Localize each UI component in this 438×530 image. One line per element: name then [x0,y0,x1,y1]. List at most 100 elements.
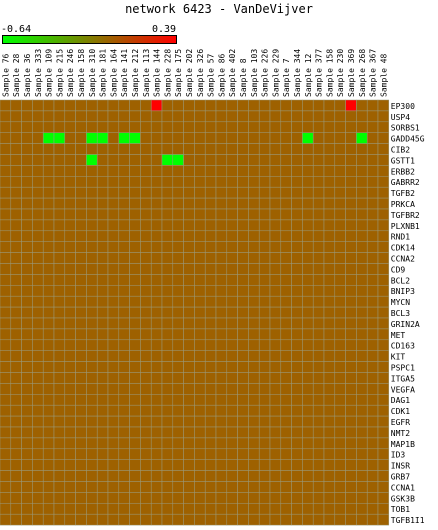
heatmap-cell [377,350,390,362]
heatmap-cell [183,208,195,221]
heatmap-cell [75,219,87,232]
heatmap-cell [323,470,336,482]
heatmap-cell [21,110,33,123]
heatmap-cell [172,372,184,384]
heatmap-cell [302,121,314,133]
heatmap-cell [237,437,249,450]
heatmap-cell [237,328,249,341]
heatmap-cell [312,448,325,460]
heatmap-cell [118,230,130,242]
row-label: MAP1B [391,440,415,449]
heatmap-cell [107,219,120,232]
heatmap-cell [215,372,228,384]
heatmap-cell [96,459,109,471]
heatmap-cell [10,263,22,275]
heatmap-cell [280,415,292,428]
heatmap-cell [377,295,390,308]
row-label: NMT2 [391,429,410,438]
heatmap-cell [183,394,195,406]
heatmap-cell [129,143,141,155]
heatmap-cell [86,186,98,199]
heatmap-cell [161,470,174,482]
heatmap-cell [10,186,22,199]
heatmap-cell [345,197,357,210]
heatmap-cell [75,208,87,221]
heatmap-cell [366,513,379,526]
column-label: Sample 57 [207,53,216,97]
heatmap-cell [366,263,379,275]
heatmap-cell [312,328,325,341]
heatmap-cell [118,328,130,341]
heatmap-cell [129,404,141,417]
heatmap-cell [150,350,163,362]
heatmap-cell [323,99,336,112]
heatmap-cell [204,241,217,253]
heatmap-cell [377,110,390,123]
heatmap-cell [248,481,260,493]
heatmap-cell [107,285,120,297]
row-label: CDK14 [391,244,415,253]
heatmap-cell [312,219,325,232]
heatmap-cell [194,99,206,112]
column-label: Sample 344 [293,49,302,97]
heatmap-cell [194,317,206,330]
heatmap-cell [269,306,282,319]
heatmap-cell [53,372,66,384]
heatmap-cell [64,219,76,232]
heatmap-cell [64,394,76,406]
heatmap-cell [302,503,314,515]
heatmap-cell [323,295,336,308]
heatmap-cell [215,263,228,275]
heatmap-cell [64,361,76,373]
heatmap-cell [64,459,76,471]
heatmap-cell [86,503,98,515]
heatmap-cell [269,492,282,504]
heatmap-cell [194,110,206,123]
heatmap-cell [0,110,12,123]
heatmap-cell [21,404,33,417]
heatmap-cell [345,241,357,253]
heatmap-cell [150,121,163,133]
heatmap-cell [64,448,76,460]
heatmap-cell [356,186,368,199]
column-label: Sample 7 [282,58,291,97]
heatmap-cell [258,274,271,286]
heatmap-cell [302,99,314,112]
heatmap-cell [75,176,87,188]
heatmap-cell [226,448,238,460]
heatmap-cell [96,241,109,253]
heatmap-cell [64,274,76,286]
heatmap-cell [356,241,368,253]
heatmap-cell [345,372,357,384]
heatmap-cell [64,295,76,308]
heatmap-cell [302,361,314,373]
heatmap-cell [258,176,271,188]
heatmap-cell [32,492,44,504]
heatmap-cell [42,295,55,308]
heatmap-cell [118,470,130,482]
heatmap-cell [86,383,98,395]
heatmap-cell [129,274,141,286]
heatmap-cell [248,339,260,351]
heatmap-cell [345,317,357,330]
heatmap-cell [0,481,12,493]
heatmap-cell [10,372,22,384]
heatmap-cell [345,415,357,428]
heatmap-cell [366,404,379,417]
heatmap-cell [0,339,12,351]
heatmap-cell [183,197,195,210]
heatmap-cell [248,143,260,155]
heatmap-cell [258,219,271,232]
heatmap-cell [183,121,195,133]
heatmap-cell [150,426,163,439]
heatmap-cell [118,306,130,319]
heatmap-cell [86,448,98,460]
heatmap-cell [237,208,249,221]
heatmap-cell [377,437,390,450]
heatmap-cell [345,437,357,450]
heatmap-cell [183,132,195,144]
heatmap-cell [75,481,87,493]
heatmap-cell [215,415,228,428]
heatmap-cell [53,306,66,319]
heatmap-cell [312,470,325,482]
